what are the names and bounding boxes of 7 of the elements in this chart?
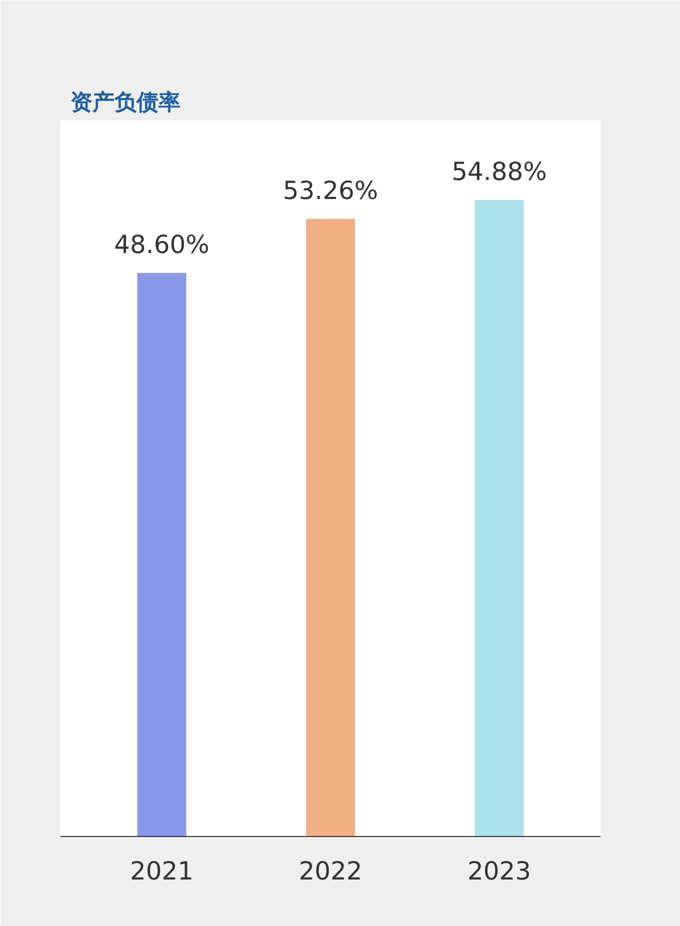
x-tick-label: 2022 [298, 856, 362, 886]
x-tick-label: 2021 [130, 856, 194, 886]
x-tick-label: 2023 [467, 856, 532, 886]
data-label: 53.26% [282, 176, 378, 205]
chart-title: 资产负债率 [70, 90, 180, 116]
data-label: 54.88% [452, 157, 547, 186]
data-label: 48.60% [114, 230, 210, 259]
